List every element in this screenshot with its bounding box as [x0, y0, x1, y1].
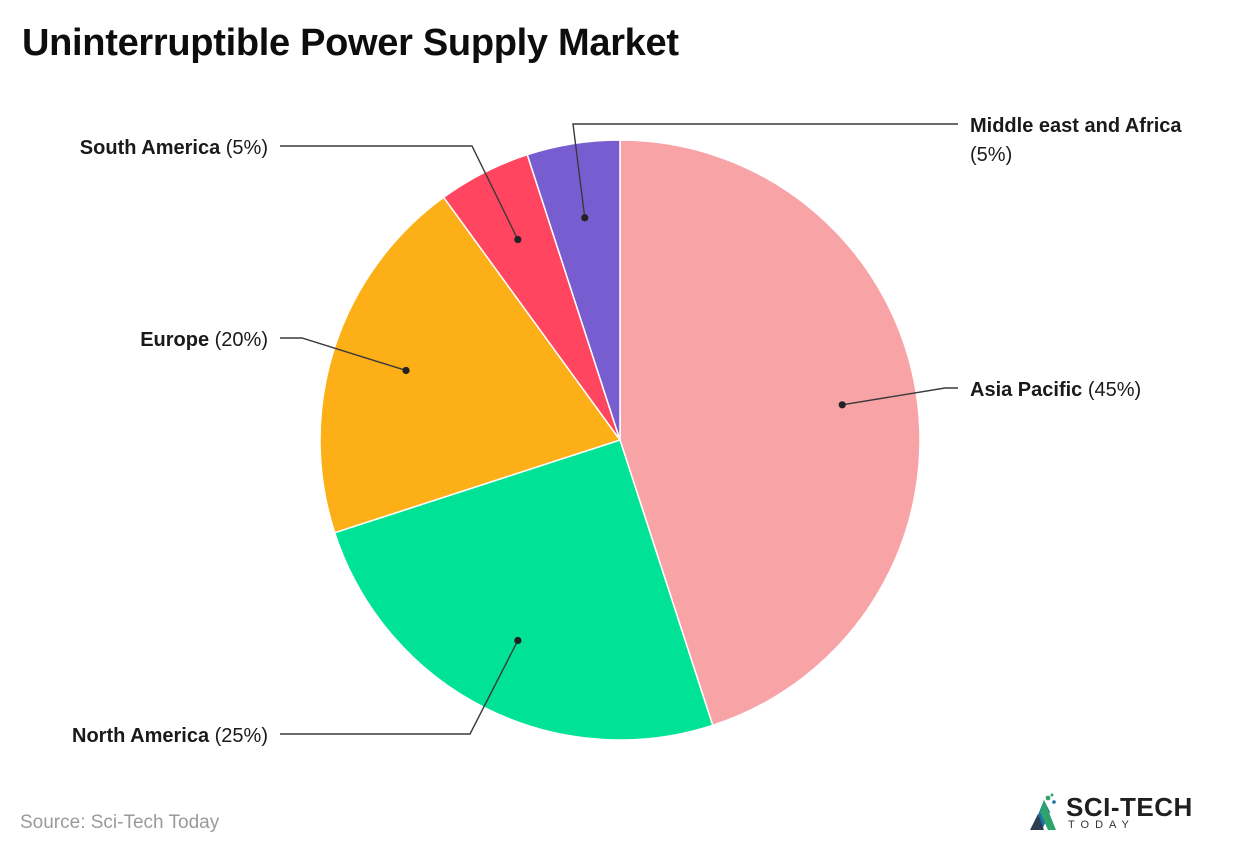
slice-label: Middle east and Africa (5%) — [970, 115, 1182, 166]
pie-slice-europe — [319, 196, 622, 534]
brand-logo: SCI-TECH TODAY — [1028, 790, 1208, 834]
leader-line — [280, 640, 519, 735]
leader-dot — [581, 214, 589, 222]
leader-dot — [838, 401, 846, 409]
sci-tech-logo-icon — [1030, 793, 1056, 830]
pie-slice-middle-east-and-africa — [526, 139, 621, 441]
source-note: Source: Sci-Tech Today — [20, 812, 220, 833]
leader-line — [280, 337, 407, 372]
slice-label: North America (25%) — [72, 725, 268, 747]
slice-label: South America (5%) — [80, 137, 268, 159]
leader-line — [842, 387, 958, 406]
pie-slices — [319, 139, 921, 741]
brand-tagline: TODAY — [1068, 819, 1135, 831]
brand-name: SCI-TECH — [1066, 792, 1193, 822]
slice-label: Asia Pacific (45%) — [970, 379, 1141, 401]
chart-title: Uninterruptible Power Supply Market — [22, 22, 679, 64]
leader-dot — [514, 636, 522, 645]
leader-dot — [402, 366, 410, 375]
leader-line — [572, 123, 958, 218]
leader-lines — [280, 123, 958, 735]
slice-labels: Asia Pacific (45%) North America (25%) Eur… — [72, 115, 1182, 747]
slice-label: Europe (20%) — [140, 329, 268, 351]
leader-line — [280, 145, 519, 240]
leader-dot — [514, 235, 522, 244]
